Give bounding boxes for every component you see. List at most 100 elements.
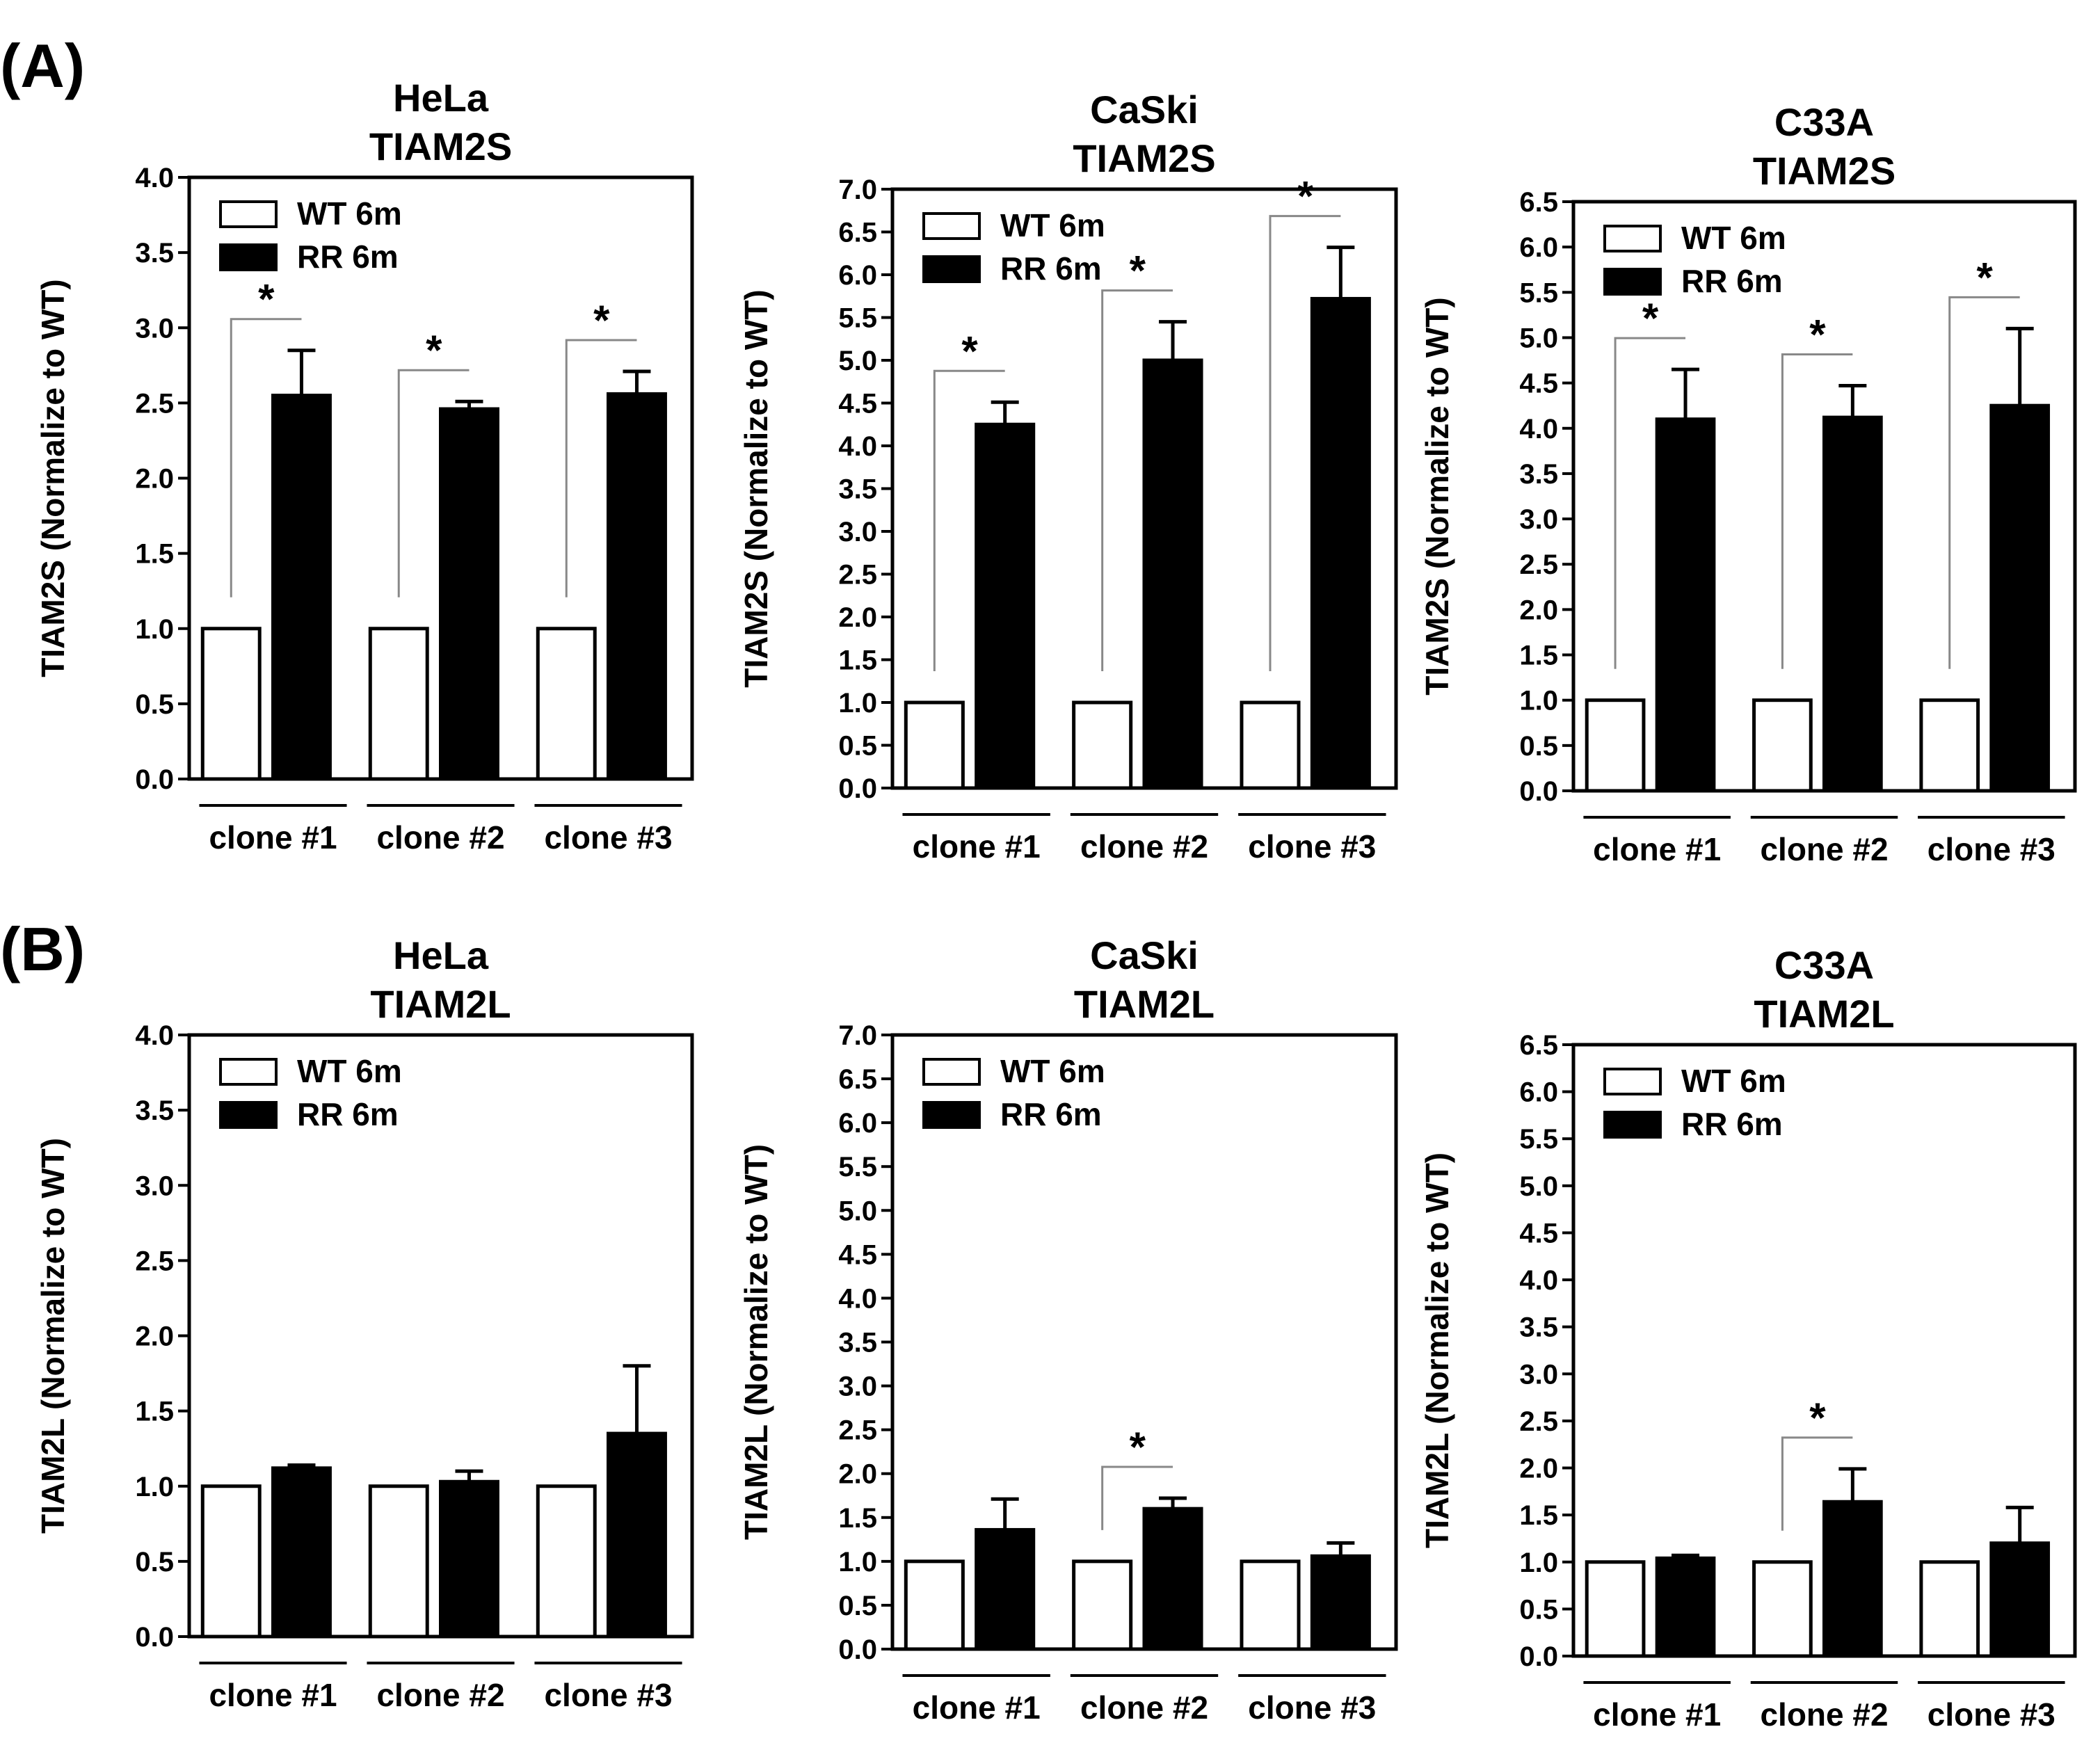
- legend-label-wt: WT 6m: [1681, 1063, 1786, 1099]
- legend-label-wt: WT 6m: [297, 195, 402, 232]
- category-label: clone #3: [1927, 831, 2055, 867]
- bar-rr: [1822, 415, 1883, 793]
- chart-title-line-2: TIAM2S: [1753, 149, 1895, 193]
- significance-bracket: [1614, 337, 1686, 669]
- y-tick-label: 1.5: [838, 1503, 877, 1534]
- bar-wt: [1585, 698, 1646, 793]
- y-axis-label: TIAM2L (Normalize to WT): [738, 1144, 774, 1540]
- bar-wt: [1240, 1559, 1301, 1651]
- bar-wt: [1072, 1559, 1133, 1651]
- charts-group: HeLaTIAM2S0.00.51.01.52.02.53.03.54.0TIA…: [35, 76, 2077, 1733]
- y-tick-label: 4.0: [135, 1020, 174, 1051]
- y-tick-label: 2.5: [1519, 549, 1558, 580]
- y-tick-label: 4.5: [838, 389, 877, 419]
- y-tick-label: 4.0: [838, 1283, 877, 1314]
- chart-title-line-2: TIAM2S: [369, 124, 512, 168]
- y-tick-label: 3.5: [838, 474, 877, 505]
- bar-wt: [536, 627, 597, 781]
- y-tick-label: 5.0: [838, 1196, 877, 1226]
- y-tick-label: 0.5: [1519, 1594, 1558, 1625]
- significance-star: *: [1977, 254, 1994, 300]
- y-tick-label: 2.5: [838, 560, 877, 591]
- bar-wt: [536, 1484, 597, 1639]
- legend-swatch-rr: [219, 243, 278, 271]
- significance-star: *: [1130, 1424, 1146, 1470]
- y-tick-label: 0.5: [135, 1547, 174, 1577]
- y-tick-label: 0.0: [838, 773, 877, 804]
- legend-label-rr: RR 6m: [1681, 1106, 1783, 1142]
- y-tick-label: 6.0: [1519, 232, 1558, 263]
- legend-swatch-wt: [1603, 1068, 1662, 1095]
- significance-star: *: [1297, 173, 1314, 220]
- significance-bracket: [230, 318, 302, 597]
- y-axis-label: TIAM2S (Normalize to WT): [35, 279, 71, 677]
- legend-swatch-wt: [219, 200, 278, 228]
- y-tick-label: 0.5: [135, 689, 174, 720]
- bar-wt: [1919, 698, 1980, 793]
- bar-wt: [1072, 700, 1133, 790]
- legend-swatch-rr: [922, 255, 981, 283]
- category-label: clone #1: [913, 1689, 1041, 1726]
- chart-6: C33A TIAM2L 0.0 0.5 1.0 1.5 2.0 2.5 3.0 3.5 4.0 4.5…: [1419, 943, 2077, 1733]
- y-axis-label: TIAM2L (Normalize to WT): [1419, 1152, 1455, 1548]
- y-tick-label: 3.0: [838, 1372, 877, 1402]
- legend-label-wt: WT 6m: [1681, 220, 1786, 256]
- bar-rr: [1310, 1554, 1371, 1651]
- bar-wt: [368, 627, 429, 781]
- bar-rr: [1142, 1507, 1203, 1651]
- chart-title-line-1: HeLa: [393, 933, 489, 977]
- y-tick-label: 5.0: [838, 346, 877, 376]
- bar-rr: [607, 392, 667, 781]
- y-tick-label: 2.0: [135, 464, 174, 495]
- category-label: clone #1: [209, 1677, 337, 1713]
- bar-wt: [1585, 1560, 1646, 1658]
- legend-label-wt: WT 6m: [1000, 207, 1105, 243]
- y-tick-label: 4.0: [1519, 414, 1558, 444]
- y-tick-label: 0.0: [1519, 776, 1558, 807]
- category-label: clone #2: [1760, 1696, 1888, 1733]
- bar-rr: [1142, 358, 1203, 790]
- y-tick-label: 1.0: [1519, 1548, 1558, 1578]
- legend-label-rr: RR 6m: [1000, 1096, 1102, 1132]
- significance-star: *: [961, 328, 978, 374]
- chart-title-line-1: HeLa: [393, 76, 489, 120]
- category-label: clone #2: [1760, 831, 1888, 867]
- legend-label-rr: RR 6m: [297, 239, 399, 275]
- legend-swatch-wt: [922, 212, 981, 240]
- category-label: clone #2: [1080, 828, 1208, 865]
- y-tick-label: 2.0: [838, 602, 877, 633]
- y-tick-label: 7.0: [838, 175, 877, 205]
- bar-wt: [1919, 1560, 1980, 1658]
- y-tick-label: 0.0: [838, 1634, 877, 1665]
- bar-rr: [975, 1527, 1036, 1651]
- y-tick-label: 5.0: [1519, 1171, 1558, 1202]
- y-tick-label: 3.5: [135, 1095, 174, 1126]
- category-label: clone #2: [376, 819, 504, 856]
- category-label: clone #3: [1927, 1696, 2055, 1733]
- legend-swatch-rr: [1603, 1111, 1662, 1139]
- y-tick-label: 1.0: [135, 1472, 174, 1502]
- bar-wt: [200, 627, 262, 781]
- bar-wt: [368, 1484, 429, 1639]
- y-tick-label: 6.0: [838, 1108, 877, 1139]
- bar-wt: [904, 700, 965, 790]
- significance-bracket: [1101, 1465, 1173, 1530]
- significance-bracket: [1101, 289, 1173, 671]
- chart-title-line-2: TIAM2L: [1074, 982, 1215, 1026]
- y-tick-label: 0.5: [838, 731, 877, 762]
- panel-label-a: (A): [0, 31, 85, 100]
- bar-wt: [1752, 698, 1813, 793]
- y-tick-label: 3.5: [135, 238, 174, 268]
- y-tick-label: 7.0: [838, 1020, 877, 1051]
- significance-bracket: [1948, 296, 2020, 669]
- legend-swatch-rr: [1603, 268, 1662, 296]
- bar-rr: [439, 1479, 499, 1639]
- chart-3: C33A TIAM2S 0.0 0.5 1.0 1.5 2.0 2.5 3.0 3.5 4.0 4.5…: [1419, 100, 2077, 867]
- y-tick-label: 2.0: [1519, 595, 1558, 625]
- y-tick-label: 2.0: [135, 1322, 174, 1352]
- legend-label-rr: RR 6m: [297, 1096, 399, 1132]
- category-label: clone #1: [1593, 831, 1721, 867]
- y-tick-label: 2.5: [135, 388, 174, 419]
